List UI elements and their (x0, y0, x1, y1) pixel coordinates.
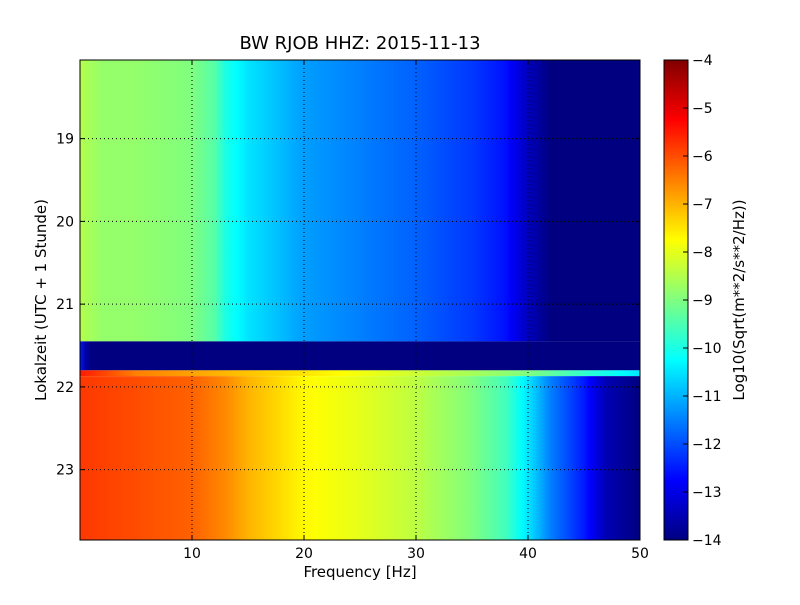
spectrogram-band (80, 341, 640, 371)
colorbar-tick-label: −13 (692, 485, 722, 501)
y-tick-label: 21 (56, 297, 74, 313)
colorbar-tick-label: −8 (692, 245, 713, 261)
spectrogram-band (80, 376, 640, 540)
colorbar-tick-label: −14 (692, 533, 722, 549)
x-axis-ticks: 10 20 30 40 50 (183, 60, 649, 562)
x-tick-label: 30 (407, 546, 425, 562)
colorbar-tick-label: −7 (692, 197, 713, 213)
plot-frame (79, 59, 641, 541)
colorbar-tick-label: −5 (692, 101, 713, 117)
x-tick-label: 40 (519, 546, 537, 562)
colorbar-tick-label: −4 (692, 53, 713, 69)
y-tick-label: 19 (56, 132, 74, 148)
plot-grid (80, 60, 640, 540)
colorbar-tick-label: −10 (692, 341, 722, 357)
spectrogram-heatmap (80, 60, 640, 540)
colorbar-label: Log10(Sqrt(m**2/s**2/Hz)) (730, 199, 748, 400)
colorbar-tick-label: −9 (692, 293, 713, 309)
colorbar-tick-label: −12 (692, 437, 722, 453)
x-tick-label: 50 (631, 546, 649, 562)
x-tick-label: 20 (295, 546, 313, 562)
colorbar: −4 −5 −6 −7 −8 −9 −10 −11 −12 −13 −14 (663, 53, 722, 549)
y-axis-label: Lokalzeit (UTC + 1 Stunde) (32, 199, 50, 401)
chart-title: BW RJOB HHZ: 2015-11-13 (239, 33, 480, 54)
spectrogram-band (80, 370, 640, 377)
colorbar-tick-label: −6 (692, 149, 713, 165)
y-tick-label: 22 (56, 380, 74, 396)
x-axis-label: Frequency [Hz] (303, 563, 416, 581)
y-axis-ticks: 19 20 21 22 23 (56, 132, 640, 479)
y-tick-label: 23 (56, 463, 74, 479)
spectrogram-band (80, 60, 640, 342)
x-tick-label: 10 (183, 546, 201, 562)
y-tick-label: 20 (56, 214, 74, 230)
colorbar-tick-label: −11 (692, 389, 722, 405)
